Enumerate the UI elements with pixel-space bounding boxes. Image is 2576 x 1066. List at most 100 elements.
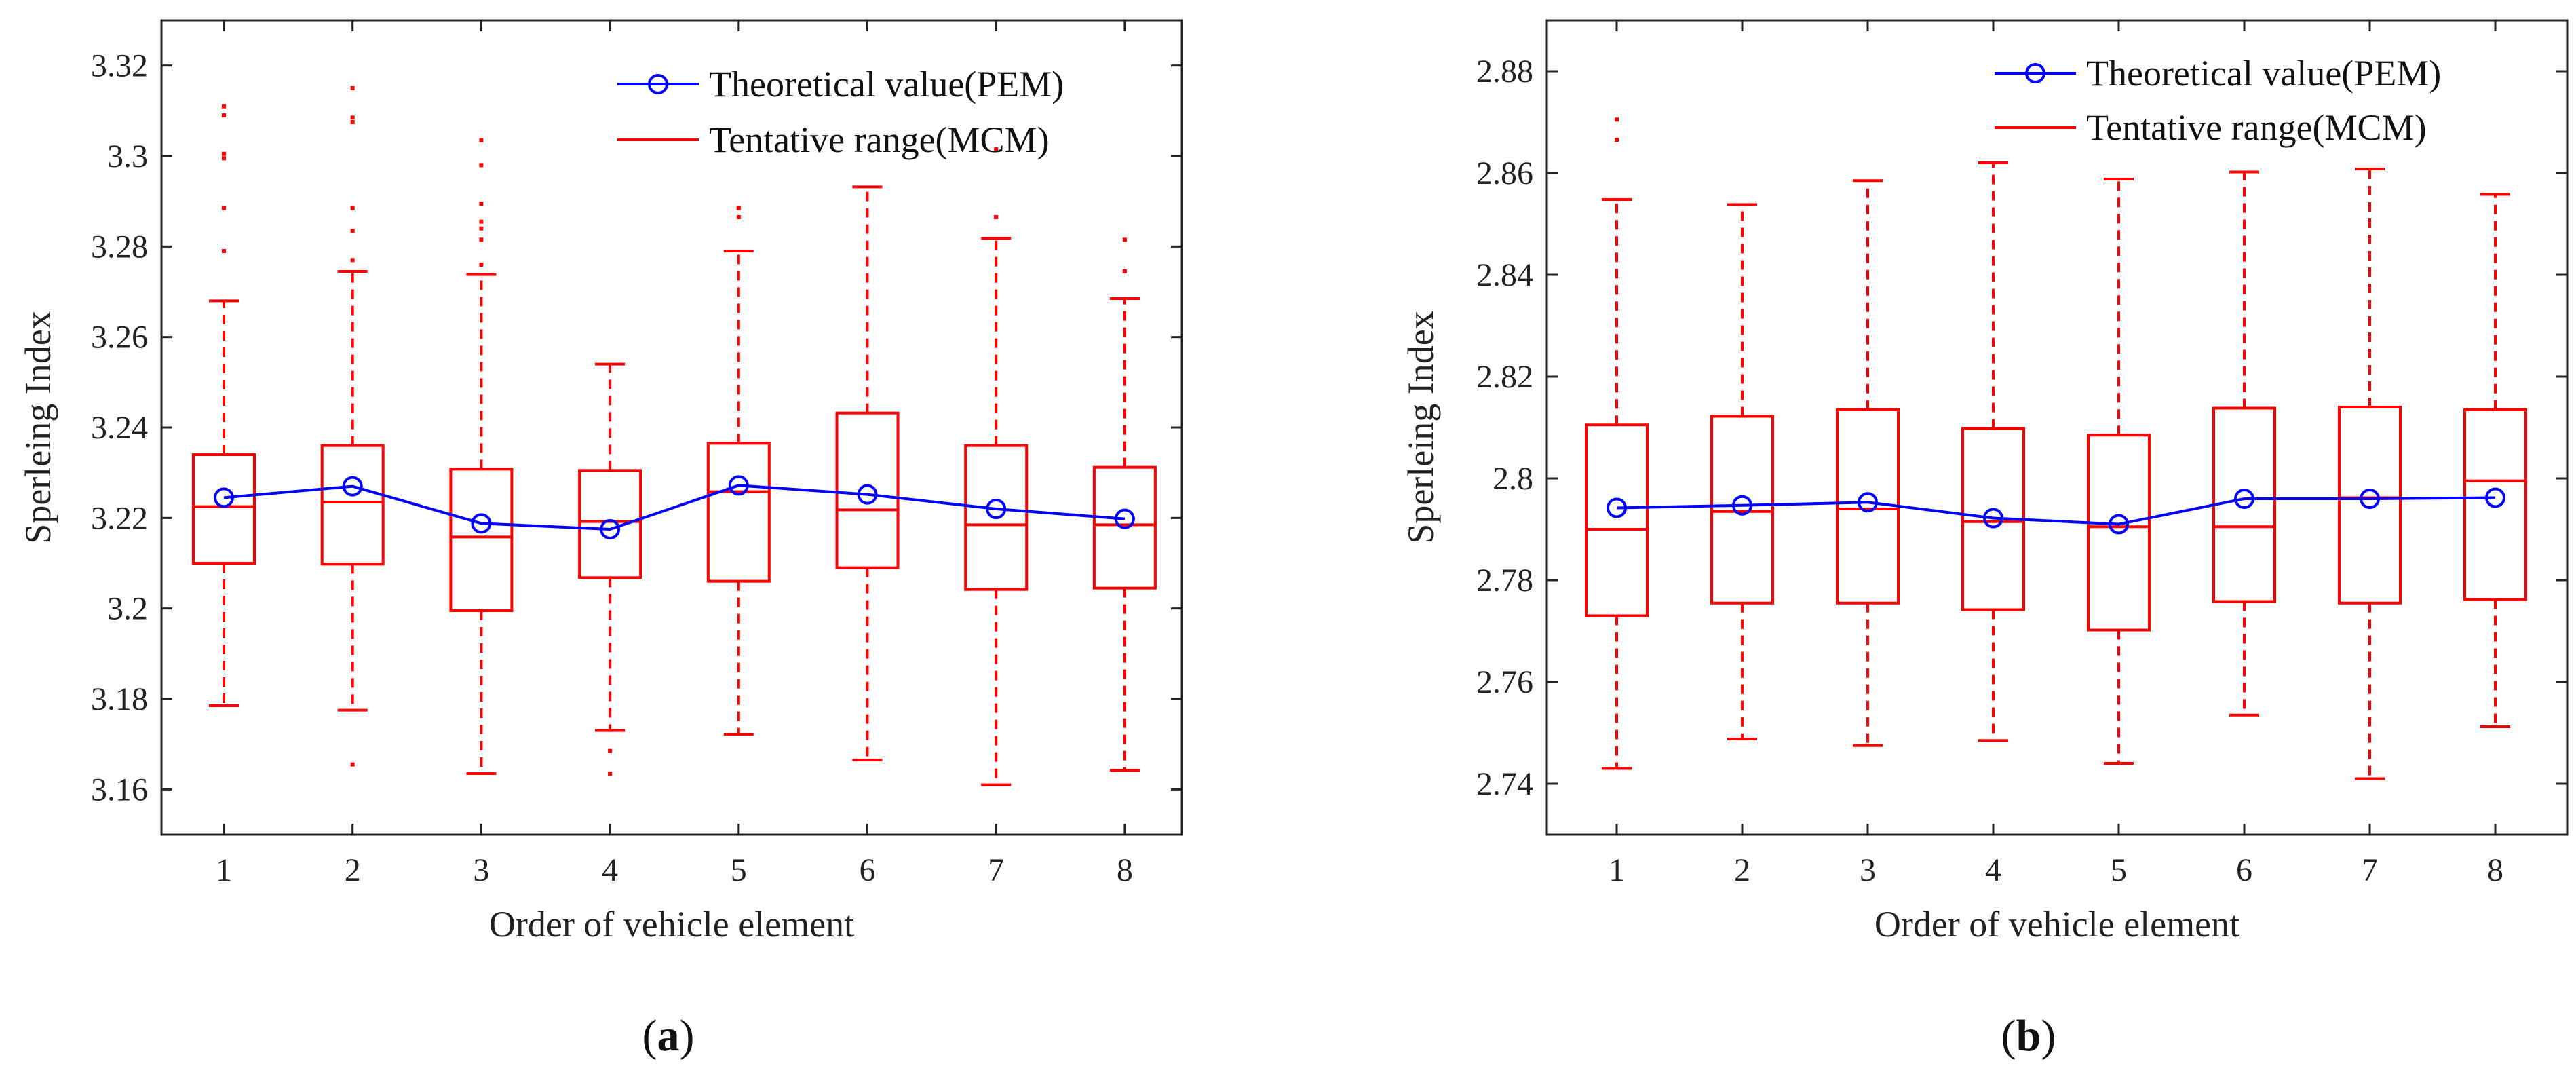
panel-b-ytick-label: 2.84 xyxy=(1476,257,1533,293)
panel-a-theoretical-point xyxy=(471,513,492,534)
outlier-point xyxy=(350,762,355,767)
panel-a-xtick-label: 1 xyxy=(216,852,232,888)
panel-a-xtick-label: 5 xyxy=(731,852,747,888)
outlier-point xyxy=(608,772,613,776)
outlier-point xyxy=(222,113,226,117)
panel-a: 3.16 3.18 3.2 3.22 3.24 3.26 3.28 3.3 3.32 1 2 3 4 5… xyxy=(18,19,1183,1061)
outlier-point xyxy=(479,202,484,206)
panel-b-x-axis: 1 2 3 4 5 6 7 8 xyxy=(1609,20,2503,888)
outlier-point xyxy=(350,206,355,210)
panel-a-theoretical-point xyxy=(857,484,878,505)
panel-a-label: (a) xyxy=(642,1011,695,1061)
panel-a-xtick-label: 4 xyxy=(602,852,618,888)
panel-b-box-1 xyxy=(1585,117,1649,770)
panel-b-ytick-label: 2.82 xyxy=(1476,359,1533,395)
panel-b-xtick-label: 4 xyxy=(1985,852,2001,888)
panel-a-ytick-label: 3.3 xyxy=(107,138,148,174)
panel-a-y-axis-title: Sperleing Index xyxy=(18,311,58,544)
panel-a-theoretical-point xyxy=(214,487,234,508)
panel-b-ytick-label: 2.76 xyxy=(1476,664,1533,700)
panel-a-ytick-label: 3.26 xyxy=(91,320,148,356)
outlier-point xyxy=(479,138,484,142)
outlier-point xyxy=(350,86,355,90)
outlier-point xyxy=(1615,117,1619,122)
panel-a-theoretical-line xyxy=(223,484,1126,531)
outlier-point xyxy=(736,206,741,210)
outlier-point xyxy=(736,215,741,219)
outlier-point xyxy=(479,263,484,267)
panel-b-xtick-label: 6 xyxy=(2236,852,2252,888)
panel-b-box-8 xyxy=(2463,193,2527,728)
panel-b-ytick-label: 2.86 xyxy=(1476,155,1533,191)
iqr-box xyxy=(449,468,514,612)
panel-a-x-axis-title: Order of vehicle element xyxy=(489,904,854,945)
panel-a-xtick-label: 3 xyxy=(473,852,489,888)
panel-b-box-6 xyxy=(2212,170,2276,717)
panel-b-ytick-label: 2.78 xyxy=(1476,563,1533,598)
panel-b-box-4 xyxy=(1961,161,2025,742)
outlier-point xyxy=(350,258,355,263)
panel-a-box-7 xyxy=(964,147,1029,786)
panel-b-axes-frame xyxy=(1545,19,2569,836)
outlier-point xyxy=(222,156,226,161)
iqr-box xyxy=(1092,465,1157,590)
outlier-point xyxy=(994,215,999,219)
panel-b-xtick-label: 3 xyxy=(1860,852,1876,888)
panel-b-theoretical-line xyxy=(1616,496,2496,526)
panel-a-xtick-label: 8 xyxy=(1117,852,1133,888)
panel-a-box-8 xyxy=(1092,237,1157,772)
panel-a-ytick-label: 3.16 xyxy=(91,772,148,807)
iqr-box xyxy=(2212,406,2276,603)
panel-a-xtick-label: 2 xyxy=(345,852,361,888)
panel-b-ytick-label: 2.8 xyxy=(1493,461,1533,497)
outlier-point xyxy=(479,237,484,242)
panel-b-xtick-label: 2 xyxy=(1734,852,1750,888)
iqr-box xyxy=(2087,434,2151,632)
outlier-point xyxy=(1615,138,1619,142)
panel-b-boxes xyxy=(1585,117,2527,780)
outlier-point xyxy=(350,115,355,120)
outlier-point xyxy=(350,229,355,233)
panel-b-y-axis: 2.74 2.76 2.78 2.8 2.82 2.84 2.86 2.88 xyxy=(1476,54,2567,802)
panel-a-theoretical-point xyxy=(600,519,621,539)
panel-a-theoretical-series xyxy=(214,475,1135,539)
panel-a-ytick-label: 3.28 xyxy=(91,229,148,265)
panel-b-x-axis-title: Order of vehicle element xyxy=(1875,904,2239,945)
panel-b-xtick-label: 8 xyxy=(2487,852,2503,888)
panel-b-label: (b) xyxy=(2001,1011,2056,1061)
panel-a-ytick-label: 3.22 xyxy=(91,500,148,536)
panel-b-legend-range-label: Tentative range(MCM) xyxy=(2086,107,2427,148)
panel-a-theoretical-point xyxy=(1114,508,1135,529)
panel-b-theoretical-point xyxy=(2234,489,2254,509)
panel-a-xtick-label: 6 xyxy=(860,852,876,888)
panel-a-ytick-label: 3.18 xyxy=(91,681,148,717)
panel-a-legend-range-label: Tentative range(MCM) xyxy=(709,119,1050,160)
panel-a-y-axis: 3.16 3.18 3.2 3.22 3.24 3.26 3.28 3.3 3.32 xyxy=(91,48,1182,807)
outlier-point xyxy=(479,219,484,224)
panel-b-legend: Theoretical value(PEM) Tentative range(M… xyxy=(1995,53,2441,148)
panel-a-theoretical-point xyxy=(728,475,749,496)
panel-b-theoretical-point xyxy=(2109,514,2129,535)
panel-b-theoretical-point xyxy=(1858,492,1878,513)
panel-b-theoretical-point xyxy=(1732,495,1752,516)
panel-b-theoretical-point xyxy=(1607,497,1627,518)
iqr-box xyxy=(1585,423,1649,617)
iqr-box xyxy=(1836,408,1900,605)
panel-a-box-6 xyxy=(835,185,900,761)
iqr-box xyxy=(2338,406,2402,605)
iqr-box xyxy=(192,453,256,565)
iqr-box xyxy=(320,444,385,566)
panel-b-theoretical-point xyxy=(2485,487,2505,508)
panel-a-ytick-label: 3.32 xyxy=(91,48,148,84)
outlier-point xyxy=(350,120,355,124)
iqr-box xyxy=(964,444,1029,591)
panel-a-ytick-label: 3.24 xyxy=(91,410,148,446)
panel-b-ytick-label: 2.88 xyxy=(1476,54,1533,90)
outlier-point xyxy=(222,104,226,109)
panel-a-x-axis: 1 2 3 4 5 6 7 8 xyxy=(216,20,1133,888)
panel-a-boxes xyxy=(192,86,1157,786)
panel-a-ytick-label: 3.2 xyxy=(107,591,148,627)
outlier-point xyxy=(479,226,484,231)
outlier-point xyxy=(1122,269,1127,273)
panel-b-box-5 xyxy=(2087,178,2151,765)
